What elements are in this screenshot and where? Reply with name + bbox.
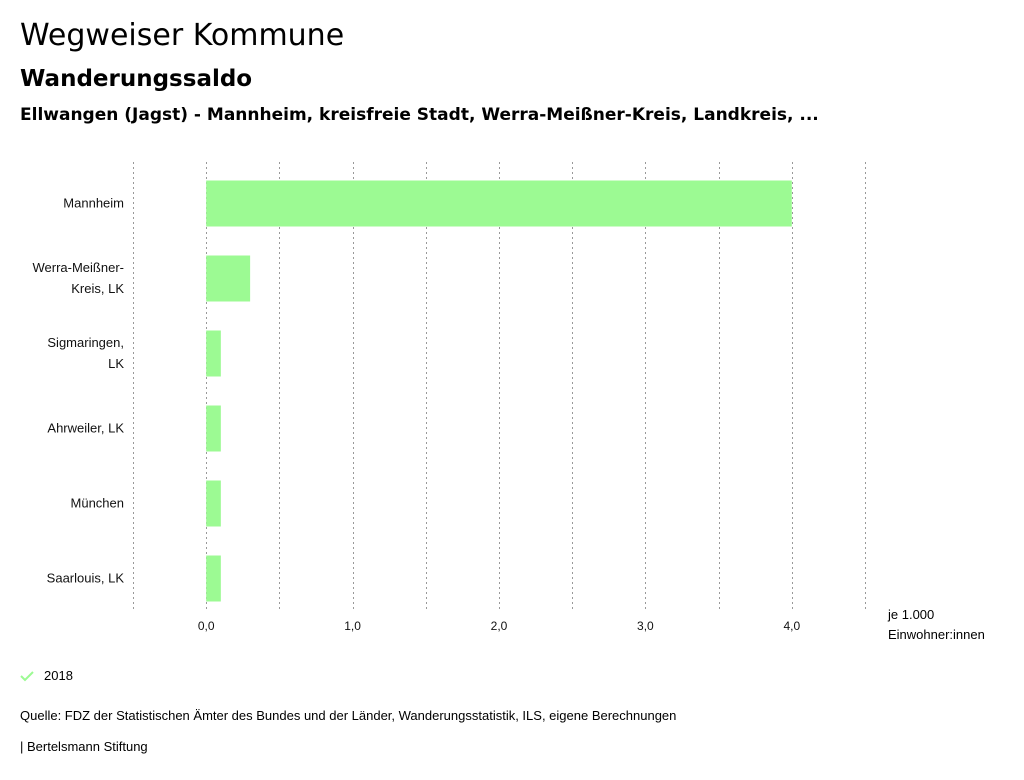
unit-label-line-2: Einwohner:innen [888, 627, 985, 642]
bar [206, 330, 221, 377]
category-label: Kreis, LK [71, 281, 124, 296]
page-title: Wegweiser Kommune [20, 18, 345, 53]
x-tick-label: 0,0 [198, 619, 215, 633]
unit-label: je 1.000 Einwohner:innen [888, 605, 985, 645]
source-note: Quelle: FDZ der Statistischen Ämter des … [20, 708, 677, 723]
x-tick-label: 3,0 [637, 619, 654, 633]
credit-note: | Bertelsmann Stiftung [20, 739, 148, 754]
check-icon [20, 670, 34, 681]
legend-item-2018[interactable]: 2018 [20, 668, 73, 683]
unit-label-line-1: je 1.000 [888, 607, 935, 622]
bar [206, 405, 221, 452]
chart-subtitle: Wanderungssaldo [20, 66, 253, 92]
bar [206, 555, 221, 602]
category-label: Saarlouis, LK [47, 571, 125, 586]
x-tick-label: 1,0 [344, 619, 361, 633]
category-label: LK [108, 356, 124, 371]
category-label: Sigmaringen, [47, 335, 124, 350]
bar [206, 180, 792, 227]
category-label: Ahrweiler, LK [47, 421, 124, 436]
comparison-regions: Ellwangen (Jagst) - Mannheim, kreisfreie… [20, 105, 819, 125]
legend-label: 2018 [44, 668, 73, 683]
x-tick-label: 4,0 [783, 619, 800, 633]
x-tick-label: 2,0 [491, 619, 508, 633]
bar [206, 480, 221, 527]
category-label: München [71, 496, 124, 511]
bar [206, 255, 251, 302]
bar-chart: Mannheim Werra-Meißner- Kreis, LK Sigmaring… [33, 162, 866, 633]
category-label: Mannheim [63, 196, 124, 211]
category-label: Werra-Meißner- [33, 260, 125, 275]
